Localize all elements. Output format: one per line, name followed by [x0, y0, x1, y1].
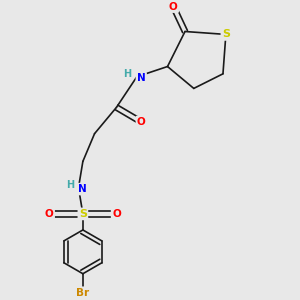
- Text: H: H: [124, 69, 132, 80]
- Text: O: O: [112, 209, 121, 219]
- Text: O: O: [45, 209, 54, 219]
- Text: S: S: [79, 209, 87, 219]
- Text: N: N: [137, 73, 146, 83]
- Text: O: O: [137, 117, 146, 127]
- Text: Br: Br: [76, 288, 89, 298]
- Text: S: S: [222, 29, 230, 39]
- Text: H: H: [66, 180, 74, 190]
- Text: N: N: [78, 184, 86, 194]
- Text: O: O: [169, 2, 178, 12]
